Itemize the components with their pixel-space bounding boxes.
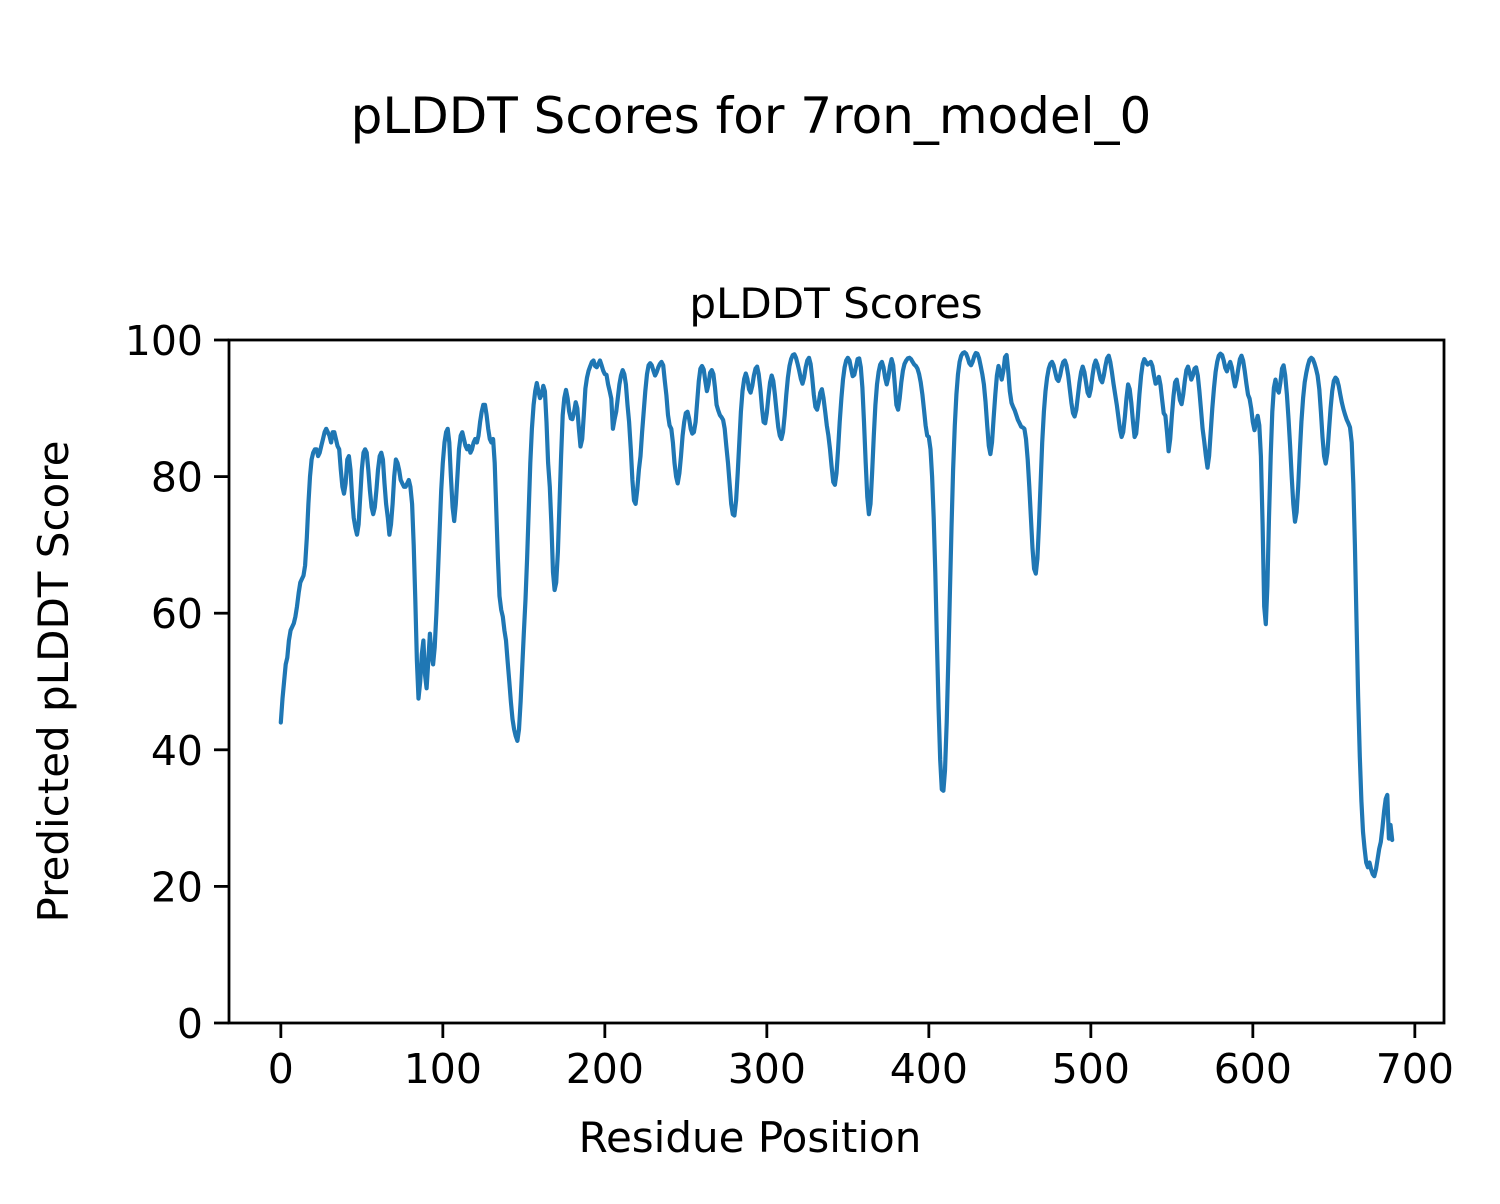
axes-title: pLDDT Scores (689, 279, 982, 328)
x-tick-label: 700 (1376, 1045, 1454, 1093)
x-tick-label: 200 (566, 1045, 644, 1093)
y-tick-label: 40 (151, 727, 203, 775)
x-tick-label: 500 (1052, 1045, 1130, 1093)
x-tick-label: 400 (890, 1045, 968, 1093)
figure-suptitle: pLDDT Scores for 7ron_model_0 (351, 87, 1152, 145)
y-axis-ticks: 0 20 40 60 80 100 (125, 317, 229, 1048)
x-tick-label: 100 (404, 1045, 482, 1093)
y-tick-label: 0 (177, 1000, 203, 1048)
y-tick-label: 100 (125, 317, 203, 365)
y-tick-label: 20 (151, 863, 203, 911)
x-tick-label: 300 (728, 1045, 806, 1093)
y-tick-label: 60 (151, 590, 203, 638)
plddt-series-line (278, 350, 1395, 879)
plot-area (278, 350, 1395, 879)
x-axis-label: Residue Position (579, 1113, 922, 1162)
x-axis-ticks: 0 100 200 300 400 500 600 700 (268, 1023, 1454, 1093)
y-axis-label: Predicted pLDDT Score (29, 441, 78, 923)
x-tick-label: 0 (268, 1045, 294, 1093)
axes-spines (227, 338, 1446, 1025)
x-tick-label: 600 (1214, 1045, 1292, 1093)
y-tick-label: 80 (151, 454, 203, 502)
